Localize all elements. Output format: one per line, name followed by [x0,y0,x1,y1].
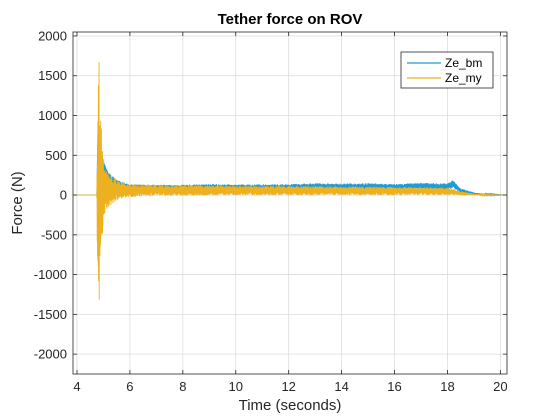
y-tick-label: -2000 [34,347,67,362]
x-tick-label: 4 [73,379,80,394]
legend-label: Ze_my [445,71,482,85]
y-tick-label: 2000 [38,28,67,43]
x-tick-label: 20 [493,379,507,394]
y-tick-label: -1000 [34,267,67,282]
x-tick-label: 6 [126,379,133,394]
axes-box [72,31,508,375]
x-tick-label: 8 [179,379,186,394]
x-tick-label: 14 [334,379,348,394]
y-tick-label: -500 [41,227,67,242]
y-tick-label: 1500 [38,68,67,83]
legend-label: Ze_bm [445,56,482,70]
series-line-ze-my [73,61,507,300]
series-layer [73,61,507,300]
y-tick-label: 500 [45,148,67,163]
x-tick-label: 10 [229,379,243,394]
ticks: 4 6 8 10 12 14 16 18 20 -2000 -1500 -1000 -500 0 500 10… [34,28,508,394]
y-tick-label: 0 [60,188,67,203]
axes-background [73,32,507,374]
x-tick-label: 12 [281,379,295,394]
legend-box [400,51,494,89]
x-tick-label: 16 [387,379,401,394]
chart-title: Tether force on ROV [218,11,363,28]
y-tick-label: -1500 [34,307,67,322]
y-tick-label: 1000 [38,108,67,123]
y-axis-label: Force (N) [9,171,26,234]
x-axis-label: Time (seconds) [239,397,342,414]
x-tick-label: 18 [440,379,454,394]
